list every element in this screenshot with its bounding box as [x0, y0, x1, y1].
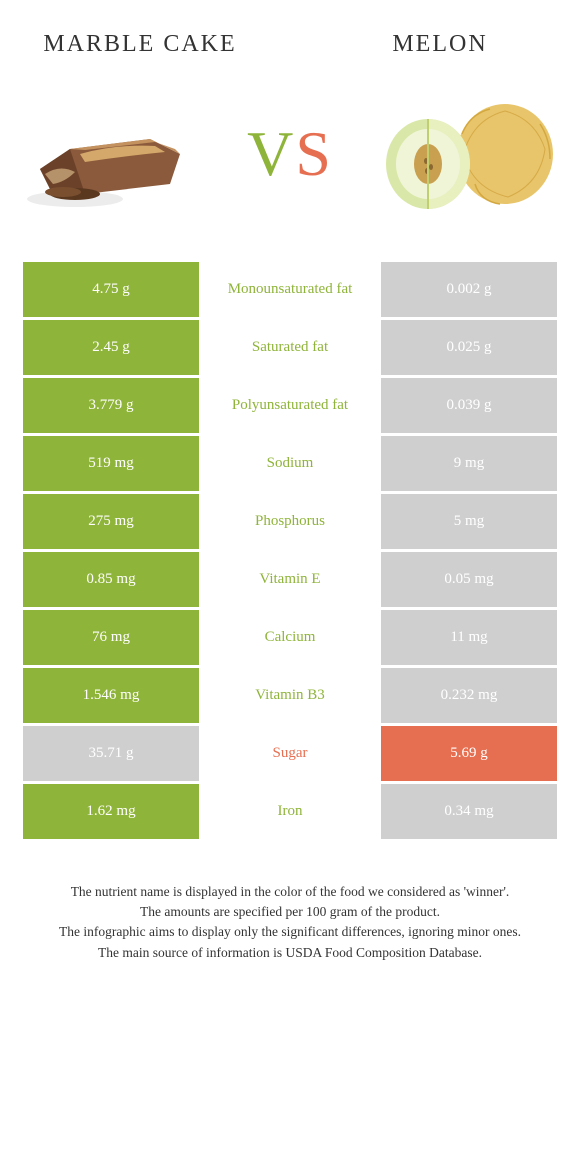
note-line: The main source of information is USDA F… [30, 943, 550, 963]
marble-cake-image [20, 84, 200, 224]
infographic-container: MARBLE CAKE MELON VS [0, 0, 580, 1174]
right-value-cell: 5 mg [380, 492, 559, 550]
table-row: 0.85 mgVitamin E0.05 mg [22, 550, 559, 608]
table-row: 76 mgCalcium11 mg [22, 608, 559, 666]
note-line: The infographic aims to display only the… [30, 922, 550, 942]
table-row: 275 mgPhosphorus5 mg [22, 492, 559, 550]
left-value-cell: 76 mg [22, 608, 201, 666]
left-value-cell: 519 mg [22, 434, 201, 492]
left-value-cell: 4.75 g [22, 260, 201, 318]
nutrient-label-cell: Phosphorus [201, 492, 380, 550]
nutrient-label-cell: Polyunsaturated fat [201, 376, 380, 434]
right-value-cell: 5.69 g [380, 724, 559, 782]
note-line: The amounts are specified per 100 gram o… [30, 902, 550, 922]
table-row: 1.546 mgVitamin B30.232 mg [22, 666, 559, 724]
nutrient-label-cell: Saturated fat [201, 318, 380, 376]
left-value-cell: 2.45 g [22, 318, 201, 376]
right-value-cell: 0.232 mg [380, 666, 559, 724]
left-value-cell: 1.62 mg [22, 782, 201, 840]
right-value-cell: 0.025 g [380, 318, 559, 376]
table-row: 3.779 gPolyunsaturated fat0.039 g [22, 376, 559, 434]
table-row: 4.75 gMonounsaturated fat0.002 g [22, 260, 559, 318]
vs-v-letter: V [247, 118, 295, 189]
table-row: 1.62 mgIron0.34 mg [22, 782, 559, 840]
table-row: 519 mgSodium9 mg [22, 434, 559, 492]
nutrient-label-cell: Vitamin B3 [201, 666, 380, 724]
right-value-cell: 9 mg [380, 434, 559, 492]
note-line: The nutrient name is displayed in the co… [30, 882, 550, 902]
cake-icon [25, 94, 195, 214]
images-row: VS [0, 69, 580, 259]
left-value-cell: 35.71 g [22, 724, 201, 782]
right-value-cell: 0.039 g [380, 376, 559, 434]
vs-s-letter: S [295, 118, 333, 189]
left-value-cell: 0.85 mg [22, 550, 201, 608]
table-row: 35.71 gSugar5.69 g [22, 724, 559, 782]
nutrient-label-cell: Sodium [201, 434, 380, 492]
nutrient-table: 4.75 gMonounsaturated fat0.002 g2.45 gSa… [20, 259, 560, 842]
left-value-cell: 275 mg [22, 492, 201, 550]
right-value-cell: 0.05 mg [380, 550, 559, 608]
table-row: 2.45 gSaturated fat0.025 g [22, 318, 559, 376]
footer-notes: The nutrient name is displayed in the co… [0, 842, 580, 963]
melon-image [380, 84, 560, 224]
melon-icon [380, 89, 560, 219]
nutrient-label-cell: Calcium [201, 608, 380, 666]
nutrient-label-cell: Iron [201, 782, 380, 840]
titles-row: MARBLE CAKE MELON [0, 0, 580, 69]
left-value-cell: 3.779 g [22, 376, 201, 434]
left-food-title: MARBLE CAKE [40, 30, 240, 59]
nutrient-table-wrap: 4.75 gMonounsaturated fat0.002 g2.45 gSa… [0, 259, 580, 842]
left-value-cell: 1.546 mg [22, 666, 201, 724]
right-value-cell: 0.34 mg [380, 782, 559, 840]
nutrient-label-cell: Monounsaturated fat [201, 260, 380, 318]
right-food-title: MELON [340, 30, 540, 59]
right-value-cell: 11 mg [380, 608, 559, 666]
right-value-cell: 0.002 g [380, 260, 559, 318]
vs-label: VS [247, 117, 333, 191]
nutrient-label-cell: Vitamin E [201, 550, 380, 608]
nutrient-label-cell: Sugar [201, 724, 380, 782]
